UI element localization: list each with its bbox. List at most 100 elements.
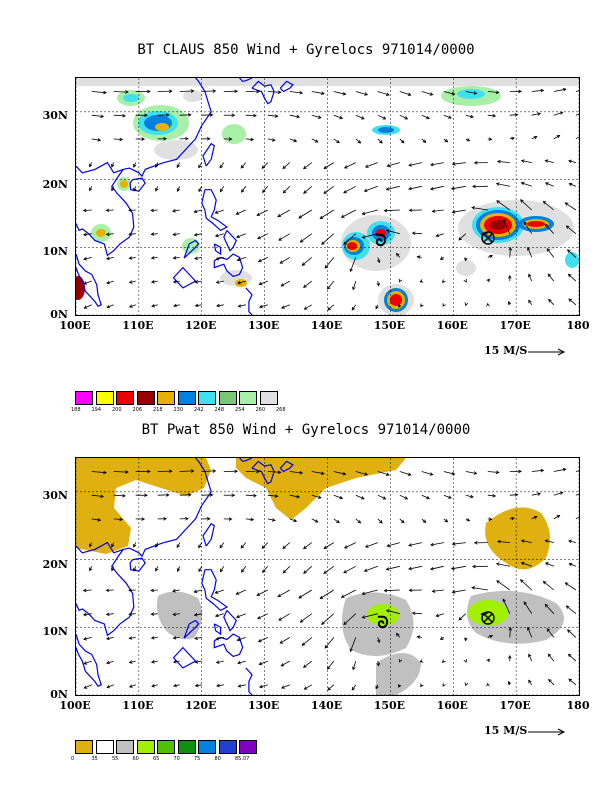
wind-vector xyxy=(245,138,254,141)
wind-vector xyxy=(259,304,268,308)
wind-vector xyxy=(452,209,466,213)
wind-vector xyxy=(261,162,269,169)
wind-vector-head xyxy=(520,539,525,543)
wind-vector xyxy=(106,280,114,284)
wind-vector xyxy=(259,684,268,688)
wind-vector-head xyxy=(546,248,551,252)
wind-vector-head xyxy=(544,539,549,543)
wind-vector-head xyxy=(568,539,572,544)
wind-vector-head xyxy=(357,140,362,144)
wind-vector-head xyxy=(277,470,282,474)
wind-vector-head xyxy=(486,278,490,283)
wind-vector-head xyxy=(540,468,545,473)
coastline xyxy=(202,142,215,167)
wind-vector xyxy=(258,257,268,262)
wind-vector-head xyxy=(303,306,308,310)
wind-vector xyxy=(311,114,322,119)
wind-vector-head xyxy=(194,636,198,640)
wind-vector-head xyxy=(442,303,446,307)
wind-vector-head xyxy=(464,302,469,307)
legend-label: 200 xyxy=(112,407,122,413)
wind-vector xyxy=(545,604,555,614)
panel2-lat-label: 20N xyxy=(42,558,68,571)
wind-vector xyxy=(282,542,291,549)
wind-vector-head xyxy=(473,161,478,165)
wind-vector-head xyxy=(206,137,211,141)
wind-vector xyxy=(195,304,202,307)
panel1-lat-label: 20N xyxy=(42,178,68,191)
wind-vector-head xyxy=(125,470,129,474)
wind-vector-head xyxy=(528,299,532,304)
wind-vector-head xyxy=(253,113,257,118)
wind-vector-head xyxy=(194,279,199,284)
wind-vector-head xyxy=(385,567,390,571)
wind-vector-head xyxy=(495,562,500,566)
wind-vector-head xyxy=(518,89,522,94)
wind-vector-head xyxy=(562,467,567,472)
cloud-patch xyxy=(120,180,128,188)
wind-vector xyxy=(355,138,361,144)
wind-vector-head xyxy=(133,187,137,192)
wind-vector-head xyxy=(492,113,497,118)
wind-vector-head xyxy=(280,663,285,667)
wind-vector xyxy=(568,274,577,282)
wind-vector-head xyxy=(256,89,260,94)
wind-vector-head xyxy=(435,613,440,618)
legend-swatch xyxy=(157,391,175,405)
wind-vector-head xyxy=(100,114,105,119)
wind-vector-head xyxy=(172,279,177,284)
wind-vector xyxy=(528,680,533,686)
legend-swatch xyxy=(116,391,134,405)
cloud-system xyxy=(347,242,357,250)
wind-vector-head xyxy=(214,590,219,594)
wind-vector-head xyxy=(470,494,474,499)
legend-swatch xyxy=(116,740,134,754)
coastline xyxy=(76,169,135,257)
wind-vector-head xyxy=(495,470,500,475)
coastline xyxy=(202,522,215,547)
wind-vector xyxy=(327,304,335,311)
wind-vector-head xyxy=(258,281,263,286)
wind-vector-head xyxy=(376,662,380,667)
wind-vector xyxy=(531,516,537,520)
wind-vector-head xyxy=(429,566,434,571)
wind-vector xyxy=(215,233,224,237)
legend-swatch xyxy=(218,740,237,754)
wind-vector-head xyxy=(519,199,524,203)
wind-vector xyxy=(237,280,246,284)
cyclone-symbol-icon: ᘐ xyxy=(377,613,388,632)
wind-vector-head xyxy=(125,90,129,94)
wind-vector-head xyxy=(343,165,348,169)
wind-vector xyxy=(194,637,202,639)
wind-vector-head xyxy=(544,603,549,608)
wind-vector xyxy=(520,199,533,211)
legend-swatch xyxy=(95,391,114,405)
wind-vector xyxy=(303,542,313,549)
wind-vector xyxy=(565,202,577,211)
wind-vector-head xyxy=(400,139,405,144)
coastline xyxy=(213,623,222,636)
wind-vector-head xyxy=(279,640,284,644)
wind-vector-head xyxy=(429,186,434,191)
wind-vector xyxy=(201,470,216,472)
wind-vector-head xyxy=(343,569,347,574)
legend-label: 0 xyxy=(71,756,75,762)
wind-vector xyxy=(432,209,444,212)
wind-vector xyxy=(289,518,297,522)
wind-vector xyxy=(465,91,477,94)
wind-vector xyxy=(399,138,405,144)
wind-vector-head xyxy=(473,471,478,475)
wind-vector-head xyxy=(303,686,308,690)
wind-vector xyxy=(83,589,92,591)
wind-vector-head xyxy=(444,518,449,523)
wind-vector xyxy=(430,162,444,166)
wind-vector xyxy=(323,542,335,549)
wind-vector xyxy=(257,613,268,619)
wind-vector xyxy=(509,114,518,116)
cloud-patch xyxy=(154,140,198,160)
wind-vector-head xyxy=(416,635,421,639)
coastline xyxy=(279,80,294,93)
wind-vector xyxy=(575,90,579,92)
wind-vector-head xyxy=(463,278,467,283)
wind-vector-head xyxy=(317,115,322,119)
